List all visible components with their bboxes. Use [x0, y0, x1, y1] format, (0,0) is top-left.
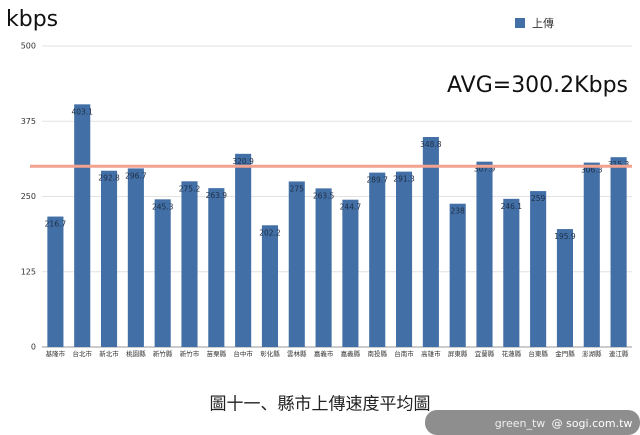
x-tick-label: 苗栗縣	[207, 349, 227, 358]
bar	[369, 172, 386, 347]
bar	[181, 181, 198, 347]
value-label: 320.9	[232, 157, 254, 166]
x-tick-label: 彰化縣	[260, 349, 280, 358]
y-tick-label: 0	[31, 343, 36, 352]
x-tick-label: 嘉義市	[314, 349, 334, 358]
average-label: AVG=300.2Kbps	[447, 73, 628, 98]
bar	[127, 168, 144, 347]
value-label: 315.3	[608, 160, 630, 169]
x-tick-label: 台南市	[394, 349, 414, 358]
value-label: 275	[290, 184, 305, 193]
value-label: 292.8	[98, 174, 120, 183]
bar	[101, 170, 118, 347]
y-tick-label: 250	[21, 192, 36, 201]
legend-swatch	[515, 18, 525, 28]
value-label: 245.3	[152, 202, 174, 211]
x-tick-label: 台北市	[72, 349, 92, 358]
x-tick-label: 基隆市	[46, 349, 66, 358]
watermark: green_tw	[495, 417, 546, 430]
x-tick-label: 桃園縣	[126, 349, 146, 358]
bar	[476, 161, 493, 347]
bar	[47, 216, 64, 347]
legend-label: 上傳	[532, 17, 554, 30]
value-label: 296.7	[125, 171, 147, 180]
value-label: 307.9	[474, 165, 496, 174]
x-tick-label: 屏東縣	[448, 349, 468, 358]
chart-title: kbps	[6, 7, 58, 32]
x-tick-label: 南投縣	[367, 349, 387, 358]
bar	[315, 188, 332, 347]
x-tick-label: 宜蘭縣	[475, 349, 495, 358]
bar	[556, 229, 573, 347]
value-label: 306.3	[581, 166, 603, 175]
value-label: 259	[531, 194, 546, 203]
caption: 圖十一、縣市上傳速度平均圖	[210, 395, 431, 415]
bar	[583, 162, 600, 347]
bar	[530, 191, 547, 347]
bar	[449, 203, 466, 347]
value-label: 275.2	[179, 184, 201, 193]
bar	[503, 198, 520, 347]
x-tick-label: 台東縣	[528, 349, 548, 358]
bar	[396, 171, 413, 347]
bar	[342, 199, 359, 347]
watermark-bg	[425, 410, 640, 435]
y-tick-label: 500	[21, 42, 36, 51]
x-tick-label: 連江縣	[609, 349, 629, 358]
x-tick-label: 高雄市	[421, 349, 441, 358]
x-tick-label: 澎湖縣	[582, 349, 602, 358]
x-tick-label: 花蓮縣	[502, 349, 522, 358]
x-tick-label: 嘉義縣	[341, 349, 361, 358]
y-tick-label: 375	[21, 117, 36, 126]
x-tick-label: 新竹市	[180, 349, 200, 358]
bar	[208, 188, 225, 347]
x-tick-label: 台中市	[233, 349, 253, 358]
value-label: 244.7	[340, 203, 362, 212]
value-label: 289.7	[366, 176, 388, 185]
value-label: 263.5	[313, 191, 335, 200]
value-label: 403.1	[71, 107, 93, 116]
y-tick-label: 125	[21, 267, 36, 276]
x-tick-label: 新北市	[99, 349, 119, 358]
value-label: 216.7	[45, 220, 67, 229]
value-label: 348.8	[420, 140, 442, 149]
value-label: 238	[451, 207, 466, 216]
bar	[422, 137, 439, 347]
bar	[235, 153, 252, 347]
x-tick-label: 雲林縣	[287, 349, 307, 358]
value-label: 195.9	[554, 232, 576, 241]
value-label: 202.2	[259, 228, 281, 237]
value-label: 263.9	[206, 191, 228, 200]
bar	[288, 181, 305, 347]
x-tick-label: 金門縣	[555, 349, 575, 358]
value-label: 291.3	[393, 175, 415, 184]
x-tick-label: 新竹縣	[153, 349, 173, 358]
value-label: 246.1	[501, 202, 523, 211]
bar	[610, 157, 627, 347]
bar	[74, 104, 91, 347]
watermark: @ sogi.com.tw	[552, 417, 633, 430]
bar	[261, 225, 278, 347]
bar	[154, 199, 171, 347]
